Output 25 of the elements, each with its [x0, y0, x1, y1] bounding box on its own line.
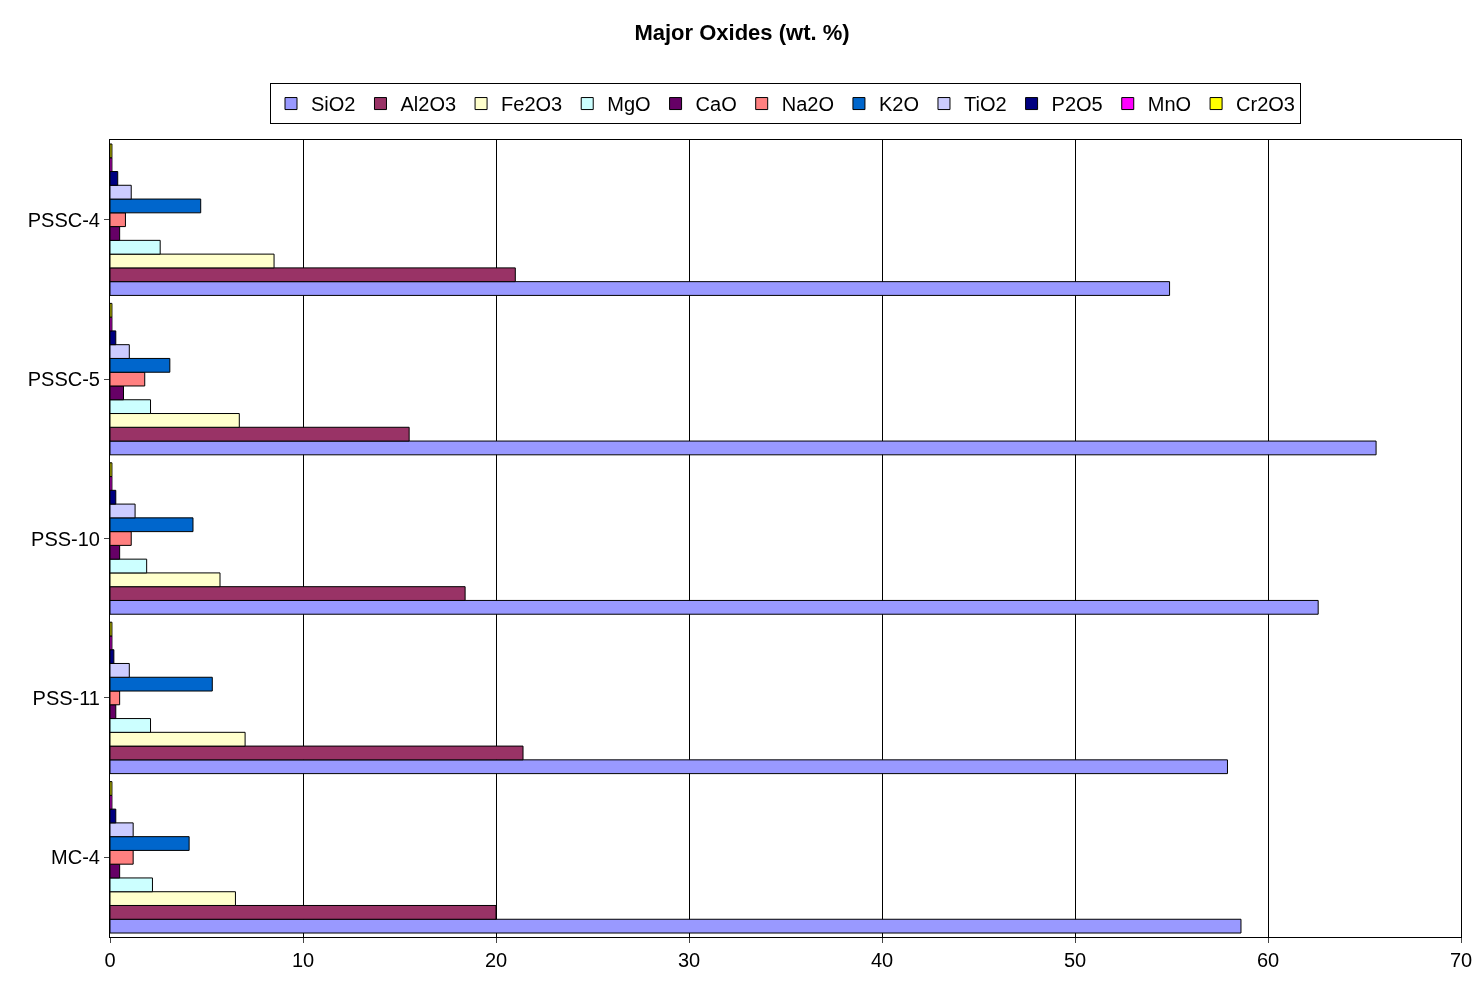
chart-title: Major Oxides (wt. %) — [634, 19, 850, 45]
x-tick-label: 30 — [677, 949, 701, 971]
x-tick-label: 40 — [870, 949, 894, 971]
legend-label: Fe2O3 — [501, 93, 563, 116]
y-tick-label: PSS-10 — [31, 527, 100, 550]
x-tick-label: 60 — [1256, 949, 1280, 971]
legend-label: K2O — [878, 93, 919, 116]
legend-label: Cr2O3 — [1236, 93, 1295, 116]
y-tick-label: PSS-11 — [32, 686, 100, 709]
legend-label: P2O5 — [1051, 93, 1103, 116]
y-tick-label: MC-4 — [51, 846, 100, 869]
legend-label: CaO — [695, 93, 737, 116]
y-tick-label: PSSC-5 — [27, 368, 100, 391]
y-tick-label: PSSC-4 — [27, 208, 100, 231]
x-tick-label: 10 — [291, 949, 315, 971]
x-tick-label: 20 — [484, 949, 508, 971]
legend-label: TiO2 — [963, 93, 1007, 116]
x-tick-label: 70 — [1449, 949, 1473, 971]
legend-label: SiO2 — [311, 93, 356, 116]
legend-label: Al2O3 — [400, 93, 457, 116]
legend-label: MnO — [1147, 93, 1192, 116]
legend-label: MgO — [607, 93, 651, 116]
x-tick-label: 0 — [104, 949, 116, 971]
legend-label: Na2O — [781, 93, 834, 116]
x-tick-label: 50 — [1063, 949, 1087, 971]
